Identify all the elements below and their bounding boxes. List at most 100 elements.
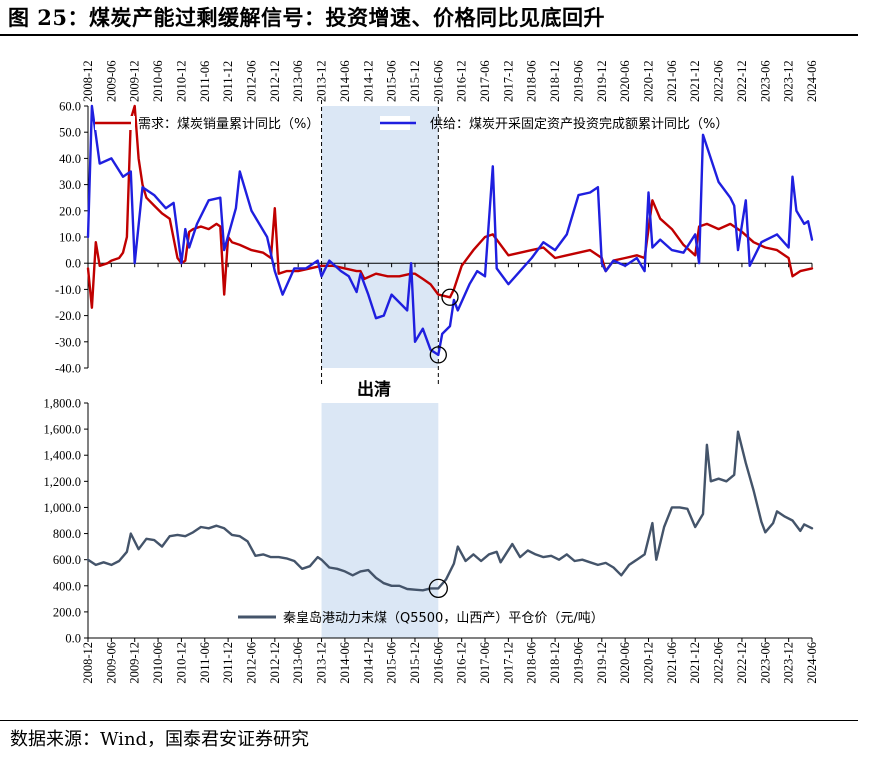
x-tick-label: 2015-12 xyxy=(408,60,422,102)
x-tick-label: 2010-06 xyxy=(151,60,165,102)
series-line-0 xyxy=(86,104,814,309)
bottom-chart-series xyxy=(86,430,814,599)
x-tick-label: 2011-06 xyxy=(198,61,212,102)
x-tick-label: 2021-12 xyxy=(688,60,702,102)
x-tick-label: 2024-06 xyxy=(805,642,819,684)
x-tick-label: 2019-12 xyxy=(595,642,609,684)
x-tick-label: 2014-06 xyxy=(338,642,352,684)
x-tick-label: 2012-12 xyxy=(268,60,282,102)
legend-label: 需求：煤炭销量累计同比（%） xyxy=(138,117,319,132)
y-tick-label: 0.0 xyxy=(65,257,81,271)
x-tick-label: 2022-06 xyxy=(712,642,726,684)
x-tick-label: 2016-12 xyxy=(455,642,469,684)
x-tick-label: 2009-06 xyxy=(104,60,118,102)
x-tick-label: 2010-12 xyxy=(174,60,188,102)
y-tick-label: 400.0 xyxy=(53,579,81,593)
price-trough-marker xyxy=(428,578,448,599)
y-tick-label: 1,000.0 xyxy=(44,501,82,515)
x-tick-label: 2013-12 xyxy=(315,60,329,102)
x-tick-label: 2014-12 xyxy=(361,642,375,684)
legend-label: 供给：煤炭开采固定资产投资完成额累计同比（%） xyxy=(430,116,728,132)
x-tick-label: 2021-12 xyxy=(688,642,702,684)
x-tick-label: 2011-06 xyxy=(198,642,212,683)
x-tick-label: 2012-12 xyxy=(268,642,282,684)
bottom-shaded-period xyxy=(321,403,439,638)
investment-trough-marker xyxy=(429,346,447,364)
x-tick-label: 2017-06 xyxy=(478,60,492,102)
x-tick-label: 2024-06 xyxy=(805,60,819,102)
y-tick-label: 0.0 xyxy=(65,632,81,646)
series-line-1 xyxy=(86,104,814,357)
y-tick-label: 10.0 xyxy=(59,231,81,245)
y-tick-label: -20.0 xyxy=(55,309,81,323)
x-tick-label: 2008-12 xyxy=(81,642,95,684)
legend-label: 秦皇岛港动力末煤（Q5500，山西产）平仓价（元/吨） xyxy=(283,610,604,626)
bottom-chart-axes: 1,800.0 1,600.0 1,400.0 1,200.0 1,000.0 800.0… xyxy=(44,397,820,684)
x-tick-label: 2020-12 xyxy=(642,642,656,684)
y-tick-label: 1,800.0 xyxy=(44,397,82,411)
top-shaded-period xyxy=(321,100,439,386)
x-tick-label: 2013-06 xyxy=(291,642,305,684)
shaded-period-band xyxy=(321,106,439,368)
x-tick-label: 2016-06 xyxy=(431,642,445,684)
y-tick-label: 50.0 xyxy=(59,126,81,140)
figure-title: 图 25：煤炭产能过剩缓解信号：投资增速、价格同比见底回升 xyxy=(8,5,606,30)
x-tick-label: 2021-06 xyxy=(665,60,679,102)
source-note: 数据来源：Wind，国泰君安证券研究 xyxy=(10,729,310,750)
y-tick-label: 200.0 xyxy=(53,605,81,619)
clearance-annotation: 出清 xyxy=(357,379,391,400)
x-tick-label: 2009-12 xyxy=(128,642,142,684)
x-tick-label: 2021-06 xyxy=(665,642,679,684)
x-tick-label: 2020-06 xyxy=(618,642,632,684)
x-tick-label: 2010-12 xyxy=(174,642,188,684)
x-tick-label: 2017-12 xyxy=(501,60,515,102)
x-tick-label: 2014-12 xyxy=(361,60,375,102)
y-tick-label: 600.0 xyxy=(53,553,81,567)
x-tick-label: 2018-06 xyxy=(525,60,539,102)
x-tick-label: 2019-06 xyxy=(571,642,585,684)
x-tick-label: 2011-12 xyxy=(221,61,235,102)
y-tick-label: 60.0 xyxy=(59,100,81,114)
x-tick-label: 2015-06 xyxy=(385,60,399,102)
x-tick-label: 2018-12 xyxy=(548,642,562,684)
x-tick-label: 2016-06 xyxy=(431,60,445,102)
series-line-0 xyxy=(86,430,814,592)
x-tick-label: 2009-12 xyxy=(128,60,142,102)
chart-figure: 60.0 50.0 40.0 30.0 20.0 10.0 0.0 -10.0 -20.0 -30… xyxy=(44,60,820,684)
y-tick-label: 40.0 xyxy=(59,152,81,166)
sales-trough-marker xyxy=(441,288,459,306)
x-tick-label: 2017-12 xyxy=(501,642,515,684)
x-tick-label: 2023-12 xyxy=(782,60,796,102)
x-tick-label: 2022-06 xyxy=(712,60,726,102)
x-tick-label: 2019-06 xyxy=(571,60,585,102)
y-tick-label: 1,400.0 xyxy=(44,449,82,463)
x-tick-label: 2019-12 xyxy=(595,60,609,102)
x-tick-label: 2022-12 xyxy=(735,60,749,102)
x-tick-label: 2023-06 xyxy=(758,60,772,102)
shaded-period-band xyxy=(321,403,439,638)
y-tick-label: -30.0 xyxy=(55,335,81,349)
x-tick-label: 2011-12 xyxy=(221,642,235,683)
x-tick-label: 2018-12 xyxy=(548,60,562,102)
y-tick-label: -40.0 xyxy=(55,362,81,376)
x-tick-label: 2020-06 xyxy=(618,60,632,102)
x-tick-label: 2015-12 xyxy=(408,642,422,684)
x-tick-label: 2015-06 xyxy=(385,642,399,684)
x-tick-label: 2014-06 xyxy=(338,60,352,102)
x-tick-label: 2012-06 xyxy=(244,60,258,102)
top-chart-series xyxy=(86,104,814,364)
x-tick-label: 2010-06 xyxy=(151,642,165,684)
x-tick-label: 2020-12 xyxy=(642,60,656,102)
x-tick-label: 2013-06 xyxy=(291,60,305,102)
y-tick-label: 30.0 xyxy=(59,178,81,192)
y-tick-label: 1,600.0 xyxy=(44,423,82,437)
y-tick-label: -10.0 xyxy=(55,283,81,297)
top-chart-legend: 需求：煤炭销量累计同比（%） 供给：煤炭开采固定资产投资完成额累计同比（%） xyxy=(95,116,728,132)
x-tick-label: 2023-06 xyxy=(758,642,772,684)
x-tick-label: 2009-06 xyxy=(104,642,118,684)
x-tick-label: 2008-12 xyxy=(81,60,95,102)
x-tick-label: 2023-12 xyxy=(782,642,796,684)
x-tick-label: 2013-12 xyxy=(315,642,329,684)
y-tick-label: 1,200.0 xyxy=(44,475,82,489)
x-tick-label: 2012-06 xyxy=(244,642,258,684)
